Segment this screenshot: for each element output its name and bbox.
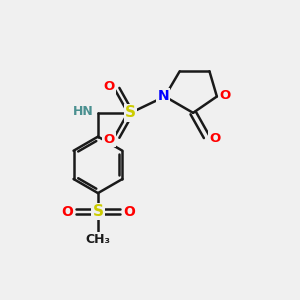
Text: CH₃: CH₃ (85, 233, 110, 246)
Text: N: N (158, 89, 169, 103)
Text: O: O (61, 205, 73, 218)
Text: O: O (103, 133, 115, 146)
Text: O: O (103, 80, 115, 93)
Text: O: O (209, 132, 220, 145)
Text: O: O (220, 88, 231, 101)
Text: O: O (123, 205, 135, 218)
Text: HN: HN (73, 105, 94, 118)
Text: S: S (125, 105, 136, 120)
Text: S: S (92, 204, 104, 219)
